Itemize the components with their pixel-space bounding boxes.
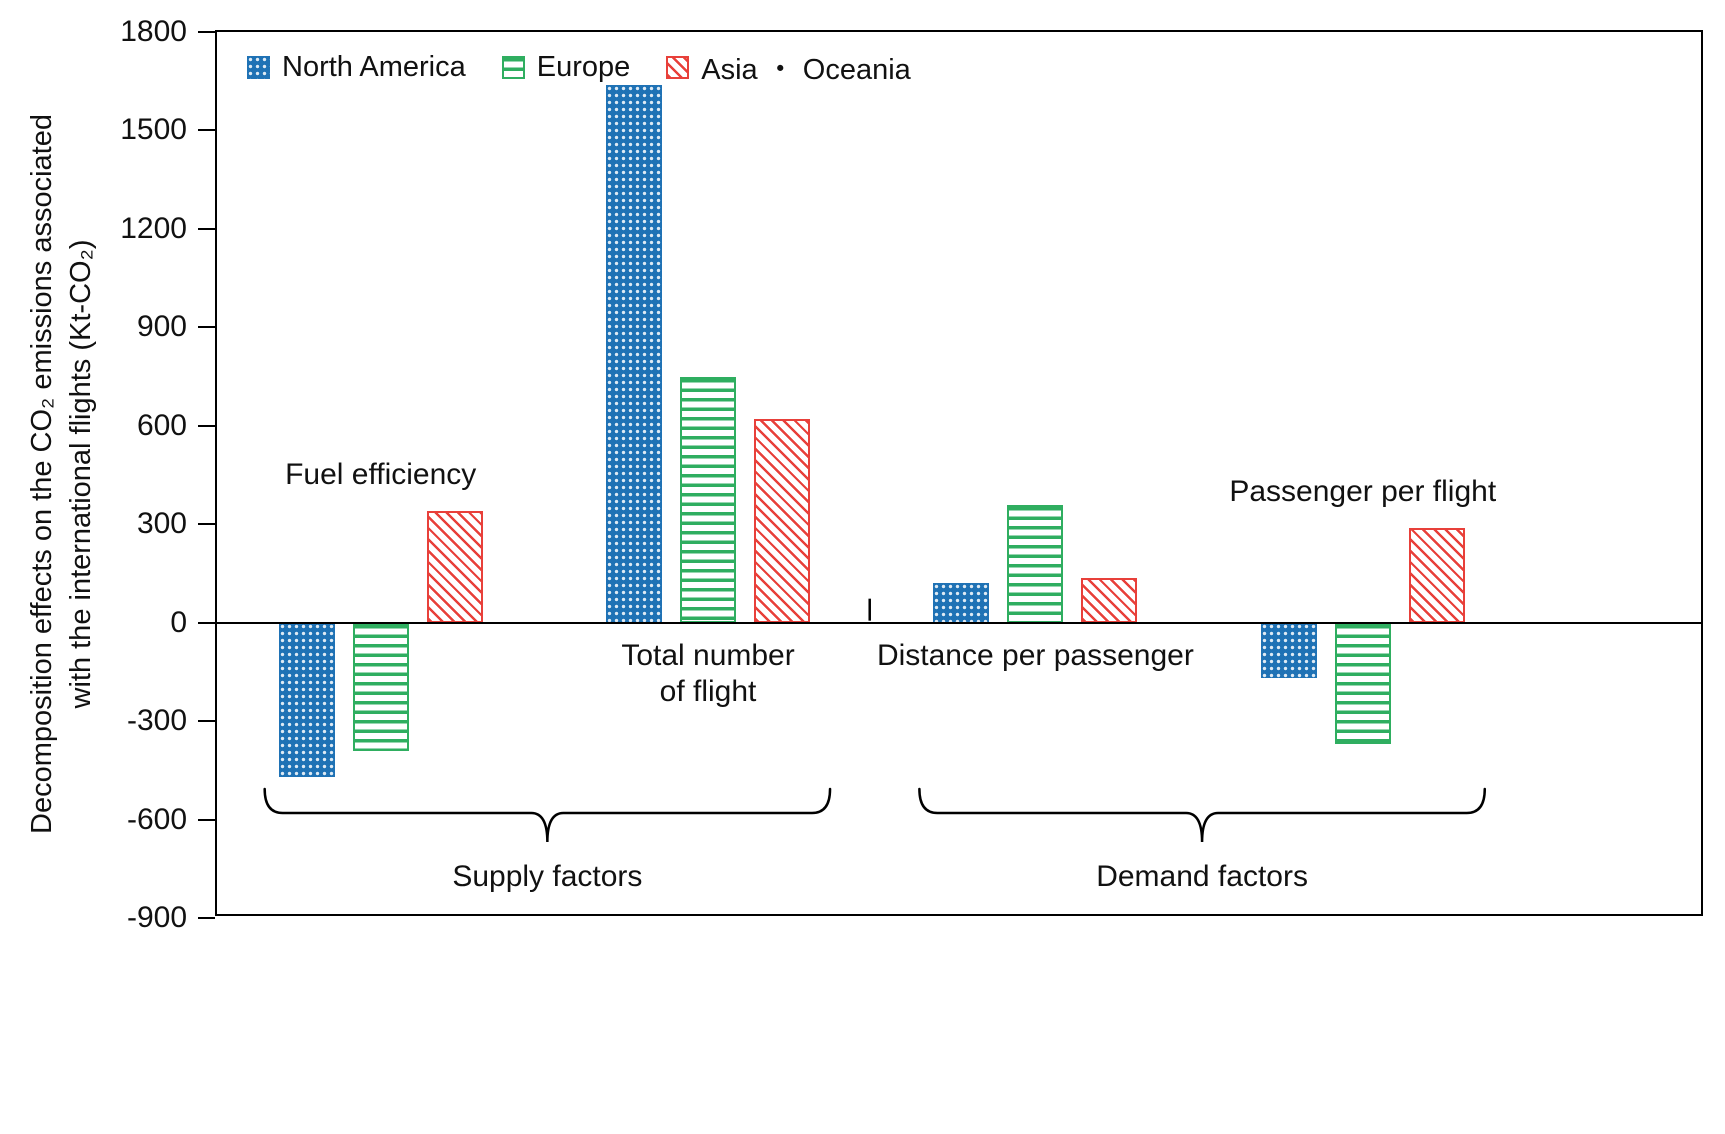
bar-asia-oceania-total-number-of-flight bbox=[754, 419, 811, 623]
y-tick-mark bbox=[198, 621, 215, 624]
y-tick-mark bbox=[198, 523, 215, 526]
legend: North America Europe Asia ・ Oceania bbox=[247, 46, 911, 88]
annotation-fuel-efficiency: Fuel efficiency bbox=[285, 458, 477, 492]
legend-item-asia-oceania: Asia ・ Oceania bbox=[666, 46, 911, 88]
y-axis-title-line1: Decomposition effects on the CO₂ emissio… bbox=[25, 114, 58, 834]
legend-label: North America bbox=[282, 50, 466, 83]
brace-label-demand-factors: Demand factors bbox=[1096, 860, 1308, 893]
y-tick-label: 1500 bbox=[120, 113, 187, 147]
y-tick-mark bbox=[198, 326, 215, 329]
bar-north-america-total-number-of-flight bbox=[606, 84, 663, 623]
legend-swatch-icon bbox=[666, 55, 690, 79]
y-tick-mark bbox=[198, 129, 215, 132]
legend-label: Asia ・ Oceania bbox=[701, 54, 911, 86]
x-axis-zero-line bbox=[217, 621, 1701, 624]
y-tick-label: 900 bbox=[136, 310, 187, 344]
y-tick-mark bbox=[198, 917, 215, 919]
brace-label-supply-factors: Supply factors bbox=[452, 860, 643, 893]
y-tick-label: 300 bbox=[136, 507, 187, 541]
legend-item-north-america: North America bbox=[247, 51, 466, 84]
y-tick-mark bbox=[198, 424, 215, 427]
y-tick-label: 1800 bbox=[120, 15, 187, 48]
annotation-distance-per-passenger: Distance per passenger bbox=[876, 638, 1194, 672]
y-tick-label: 1200 bbox=[120, 211, 187, 245]
y-tick-mark bbox=[198, 31, 215, 33]
legend-swatch-icon bbox=[247, 55, 270, 79]
legend-item-europe: Europe bbox=[501, 50, 631, 84]
bar-asia-oceania-passenger-per-flight bbox=[1408, 527, 1465, 623]
plot-area: North America Europe Asia ・ Oceania 1800 15… bbox=[120, 15, 1703, 934]
bar-asia-oceania-fuel-efficiency bbox=[426, 511, 483, 623]
y-tick-label: 600 bbox=[136, 408, 187, 442]
bar-north-america-passenger-per-flight bbox=[1260, 622, 1317, 679]
y-tick-mark bbox=[198, 818, 215, 821]
y-tick-label: -600 bbox=[126, 802, 187, 836]
y-tick-mark bbox=[198, 227, 215, 230]
y-tick-label: 0 bbox=[170, 605, 187, 639]
bar-europe-total-number-of-flight bbox=[680, 376, 737, 623]
bar-asia-oceania-distance-per-passenger bbox=[1081, 578, 1138, 623]
y-tick-label: -900 bbox=[126, 901, 187, 934]
bar-europe-fuel-efficiency bbox=[352, 622, 409, 751]
annotation-passenger-per-flight: Passenger per flight bbox=[1229, 474, 1497, 508]
bar-europe-distance-per-passenger bbox=[1007, 504, 1064, 623]
y-tick-label: -300 bbox=[126, 704, 187, 738]
annotation-total-number-of-flight: Total number of flight bbox=[621, 638, 795, 709]
bar-north-america-distance-per-passenger bbox=[933, 583, 990, 623]
bar-europe-passenger-per-flight bbox=[1334, 622, 1391, 745]
bar-north-america-fuel-efficiency bbox=[278, 622, 335, 777]
legend-swatch-icon bbox=[501, 55, 525, 79]
legend-label: Europe bbox=[536, 50, 631, 83]
y-tick-mark bbox=[198, 720, 215, 723]
